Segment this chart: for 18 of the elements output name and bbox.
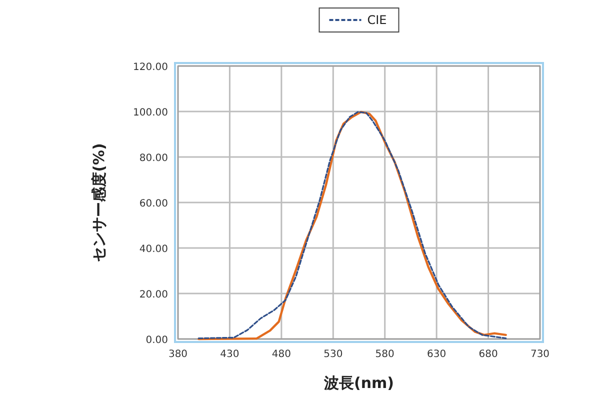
y-tick-label: 100.00 bbox=[133, 108, 168, 118]
legend-label: CIE bbox=[367, 13, 387, 27]
x-tick-label: 530 bbox=[324, 349, 343, 360]
y-tick-label: 60.00 bbox=[139, 198, 168, 210]
x-tick-label: 430 bbox=[220, 349, 240, 360]
y-tick-label: 40.00 bbox=[139, 244, 168, 255]
y-axis-title: センサー感度(%) bbox=[90, 143, 108, 262]
x-tick-label: 480 bbox=[272, 349, 291, 360]
x-tick-label: 580 bbox=[375, 349, 394, 360]
x-tick-label: 730 bbox=[530, 349, 550, 360]
x-axis-title: 波長(nm) bbox=[322, 374, 394, 392]
x-tick-label: 380 bbox=[168, 349, 188, 360]
y-tick-label: 0.00 bbox=[146, 335, 168, 346]
y-tick-label: 120.00 bbox=[133, 62, 168, 73]
x-tick-label: 680 bbox=[478, 349, 498, 360]
y-tick-label: 80.00 bbox=[139, 153, 168, 164]
y-tick-label: 20.00 bbox=[139, 290, 168, 300]
x-tick-label: 630 bbox=[427, 349, 446, 360]
